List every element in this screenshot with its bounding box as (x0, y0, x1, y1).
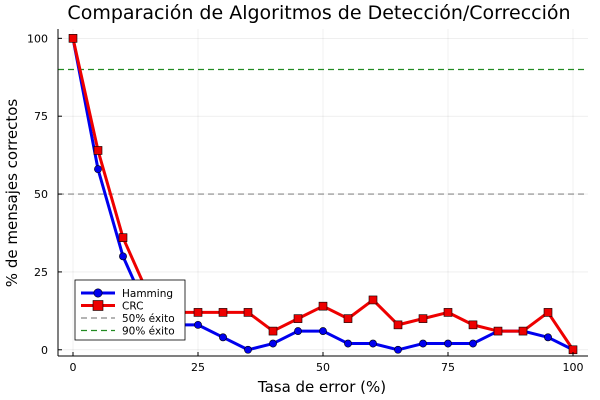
data-point-series-2 (518, 326, 528, 336)
data-point-series-2 (443, 308, 453, 317)
data-point-series-2 (493, 326, 503, 336)
legend-label-2: CRC (122, 301, 143, 313)
data-point-series-2 (93, 146, 103, 155)
y-axis-label: % de mensajes correctos (3, 99, 21, 288)
data-point-series-1 (369, 339, 377, 348)
data-point-series-2 (368, 295, 378, 305)
data-point-series-2 (118, 233, 128, 242)
data-point-series-2 (193, 308, 203, 317)
data-point-series-2 (468, 320, 478, 330)
legend-marker-1 (93, 288, 103, 298)
data-point-series-2 (218, 308, 228, 317)
x-tick-label: 100 (563, 361, 584, 374)
x-tick-label: 50 (316, 361, 330, 374)
data-point-series-1 (219, 333, 227, 342)
y-tick-label: 0 (41, 344, 48, 357)
x-tick-label: 25 (191, 361, 205, 374)
data-point-series-1 (194, 320, 202, 329)
legend-label-1: Hamming (122, 288, 173, 300)
y-tick-label: 100 (27, 32, 48, 45)
axes (57, 29, 588, 357)
data-point-series-1 (394, 345, 402, 354)
x-axis-label: Tasa de error (%) (257, 378, 386, 396)
data-point-series-2 (268, 326, 278, 336)
chart-title: Comparación de Algoritmos de Detección/C… (67, 2, 570, 24)
data-point-series-1 (344, 339, 352, 348)
y-tick-label: 50 (34, 188, 48, 201)
reference-lines (58, 68, 588, 195)
data-point-series-1 (544, 333, 552, 342)
grid (58, 29, 588, 356)
y-tick-label: 75 (34, 110, 48, 123)
data-point-series-1 (269, 339, 277, 348)
data-point-series-1 (444, 339, 452, 348)
data-point-series-1 (294, 327, 302, 335)
data-point-series-2 (243, 308, 253, 317)
y-tick-label: 25 (34, 266, 48, 279)
tick-labels: 0 25 50 75 100 0 25 50 75 100 (27, 32, 584, 374)
data-point-series-2 (343, 314, 353, 323)
data-point-series-1 (244, 345, 252, 354)
data-point-series-1 (469, 339, 477, 348)
data-point-series-2 (393, 320, 403, 330)
legend-marker-2 (92, 300, 104, 311)
data-point-series-1 (94, 165, 102, 174)
data-point-series-2 (418, 314, 428, 323)
data-point-series-2 (68, 34, 78, 43)
data-point-series-1 (419, 339, 427, 348)
legend-label-3: 50% éxito (122, 313, 175, 325)
x-tick-label: 0 (70, 361, 77, 374)
x-tick-label: 75 (441, 361, 455, 374)
data-point-series-1 (119, 252, 127, 261)
data-point-series-1 (319, 327, 327, 335)
legend-label-4: 90% éxito (122, 326, 175, 338)
data-point-series-2 (543, 308, 553, 317)
data-point-series-2 (293, 314, 303, 323)
data-point-series-2 (318, 301, 328, 311)
